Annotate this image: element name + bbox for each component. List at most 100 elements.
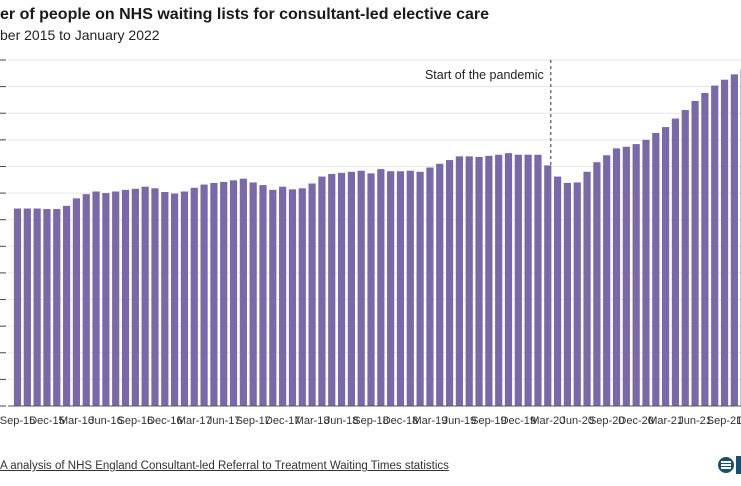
logo-letter-icon — [736, 456, 741, 474]
bar-May-16 — [92, 191, 100, 406]
bar-Nov-16 — [151, 188, 159, 406]
x-tick-label: Jun-16 — [89, 415, 123, 427]
x-tick-label: Dec-15 — [29, 415, 64, 427]
x-tick-label: Jun-19 — [443, 415, 477, 427]
x-tick-label: Jun-20 — [560, 415, 594, 427]
health-foundation-logo-icon — [718, 456, 741, 476]
bar-Mar-18 — [308, 183, 316, 406]
bar-Jan-17 — [171, 193, 179, 406]
bar-Aug-20 — [593, 162, 601, 406]
x-tick-label: Mar-18 — [295, 415, 330, 427]
bar-Feb-17 — [180, 191, 189, 406]
bar-Apr-17 — [200, 184, 208, 406]
x-tick-label: Jun-17 — [207, 415, 241, 427]
bar-Dec-19 — [514, 154, 522, 406]
x-tick-label: Sep-21 — [707, 415, 741, 427]
bar-Feb-20 — [534, 154, 542, 406]
bar-Jul-16 — [112, 191, 120, 406]
bar-Dec-16 — [161, 192, 169, 406]
x-tick-label: Sep-17 — [235, 415, 270, 427]
x-tick-label: Sep-15 — [0, 415, 35, 427]
bar-Oct-20 — [612, 148, 621, 407]
x-tick-label: Mar-16 — [59, 415, 94, 427]
chart-title: er of people on NHS waiting lists for co… — [0, 6, 489, 23]
bar-Apr-20 — [554, 176, 562, 406]
bar-Dec-18 — [396, 171, 405, 406]
bar-Dec-20 — [632, 144, 640, 406]
x-tick-label: Sep-19 — [471, 415, 506, 427]
bar-Oct-15 — [23, 208, 31, 406]
bar-Nov-15 — [33, 208, 41, 406]
bar-Mar-21 — [662, 127, 670, 406]
bar-Jul-21 — [701, 93, 709, 406]
bar-Apr-18 — [318, 176, 326, 406]
x-tick-label: Sep-18 — [353, 415, 388, 427]
bar-Jan-21 — [642, 139, 650, 406]
bar-Sep-17 — [249, 182, 257, 406]
bar-Sep-21 — [720, 79, 729, 406]
x-tick-label: Dec-16 — [147, 415, 182, 427]
bar-Jul-19 — [465, 156, 473, 406]
bar-Aug-18 — [357, 170, 365, 406]
bar-Aug-21 — [711, 85, 719, 407]
bar-Mar-20 — [544, 165, 552, 406]
bar-May-21 — [681, 110, 689, 406]
bar-Jun-19 — [455, 156, 463, 406]
bar-Jan-20 — [524, 154, 532, 406]
bar-Jun-21 — [691, 100, 699, 407]
bar-Apr-16 — [82, 194, 90, 406]
bar-Oct-18 — [377, 169, 385, 406]
bar-Sep-16 — [131, 188, 139, 406]
bar-Jul-17 — [229, 180, 238, 406]
x-tick-label: Sep-20 — [589, 415, 624, 427]
bar-Oct-21 — [730, 74, 738, 407]
bar-May-19 — [445, 160, 454, 406]
bar-Mar-17 — [190, 187, 198, 406]
logo-mark-icon — [718, 457, 734, 473]
bar-May-20 — [563, 182, 572, 406]
bar-Jun-16 — [102, 193, 110, 406]
bar-Jun-17 — [220, 181, 228, 406]
bar-May-17 — [210, 182, 218, 406]
x-tick-label: Mar-17 — [177, 415, 212, 427]
bar-Oct-17 — [259, 185, 267, 406]
bar-Jan-16 — [53, 209, 61, 406]
bar-Sep-15 — [13, 208, 22, 406]
x-tick-label: Mar-21 — [648, 415, 683, 427]
x-tick-label: Jun-18 — [325, 415, 359, 427]
x-tick-label: Jun-21 — [678, 415, 712, 427]
bar-Aug-17 — [239, 178, 247, 406]
bar-Nov-20 — [622, 146, 630, 406]
bar-Jun-18 — [337, 172, 346, 406]
bar-Sep-19 — [485, 155, 493, 406]
bar-Mar-19 — [426, 167, 434, 406]
bar-Aug-19 — [475, 156, 483, 406]
bar-Jul-20 — [583, 171, 591, 406]
source-link[interactable]: A analysis of NHS England Consultant-led… — [0, 460, 449, 472]
x-tick-label: Dec-17 — [265, 415, 300, 427]
x-tick-label: Dec-18 — [383, 415, 418, 427]
bar-Jan-19 — [406, 170, 414, 406]
bar-Jun-20 — [573, 182, 581, 406]
chart-subtitle: ber 2015 to January 2022 — [0, 27, 160, 43]
bar-Oct-19 — [495, 154, 503, 406]
pandemic-annotation-label: Start of the pandemic — [425, 68, 544, 82]
bar-chart: Sep-15Dec-15Mar-16Jun-16Sep-16Dec-16Mar-… — [0, 59, 741, 427]
bar-Dec-15 — [43, 209, 51, 406]
bar-Apr-19 — [436, 163, 444, 406]
bar-Nov-19 — [504, 153, 513, 406]
bar-Feb-18 — [298, 188, 306, 406]
x-tick-label: Dec-19 — [501, 415, 536, 427]
bar-Feb-19 — [416, 171, 424, 406]
bar-Apr-21 — [671, 118, 680, 407]
x-tick-label: Dec-20 — [618, 415, 653, 427]
bar-Oct-16 — [141, 186, 149, 406]
bar-Jan-18 — [288, 189, 297, 406]
x-tick-label: Sep-16 — [118, 415, 153, 427]
bar-Nov-17 — [269, 189, 277, 406]
bar-Nov-18 — [387, 171, 395, 406]
bar-May-18 — [328, 173, 336, 406]
bar-Sep-20 — [603, 155, 611, 406]
x-tick-label: Mar-20 — [530, 415, 565, 427]
bar-Dec-17 — [279, 186, 287, 406]
